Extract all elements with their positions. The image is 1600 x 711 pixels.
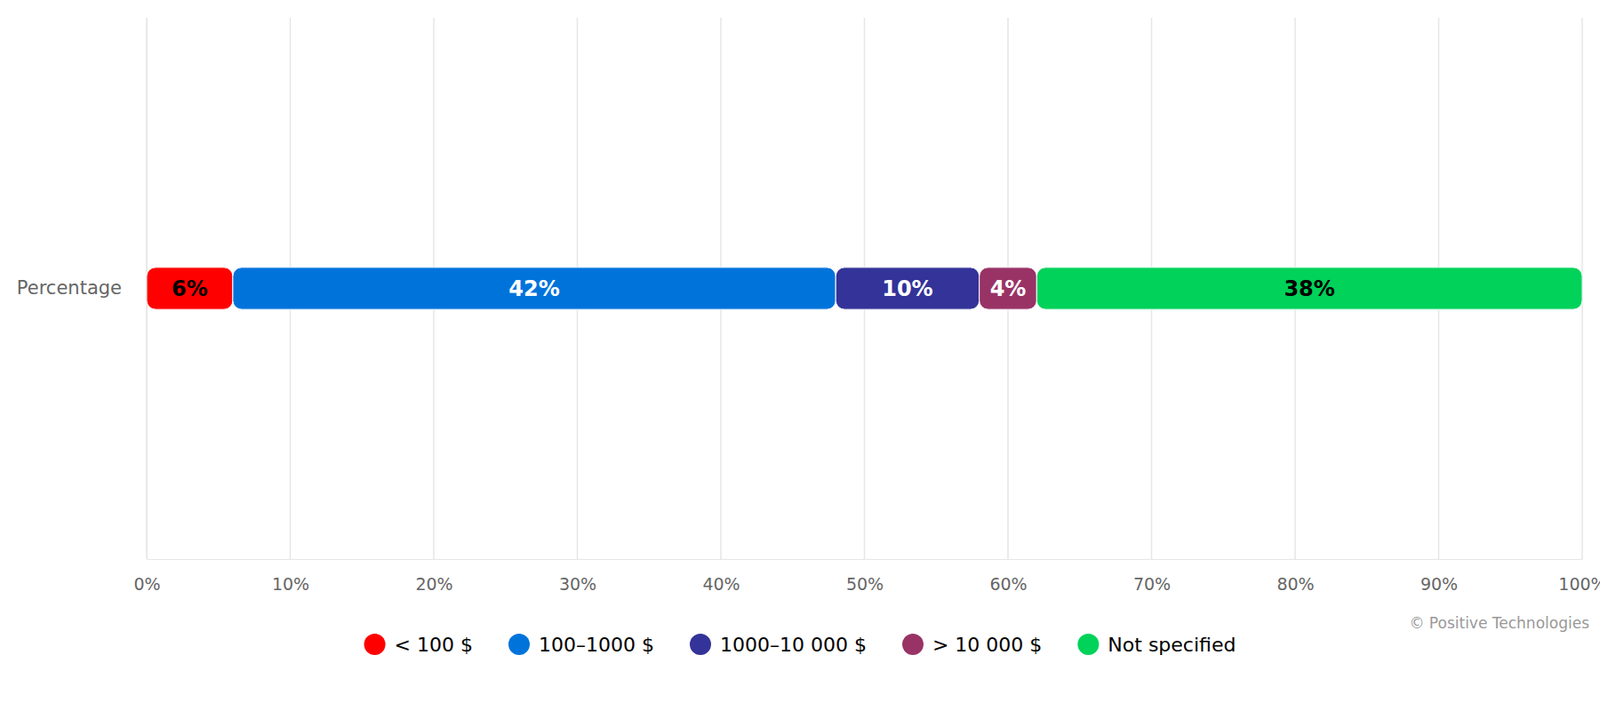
x-tick: 20% <box>415 559 453 594</box>
x-tick-label: 0% <box>133 574 160 594</box>
legend-label: < 100 $ <box>394 633 473 656</box>
legend-item: 100–1000 $ <box>508 633 655 656</box>
x-tick-label: 10% <box>272 574 310 594</box>
x-tick: 50% <box>846 559 884 594</box>
x-tick-label: 50% <box>846 574 884 594</box>
x-tick-label: 20% <box>415 574 453 594</box>
legend-symbol <box>364 633 386 656</box>
x-tick: 90% <box>1420 559 1458 594</box>
legend-item: 1000–10 000 $ <box>689 633 867 656</box>
x-tick: 80% <box>1276 559 1314 594</box>
x-tick-label: 60% <box>989 574 1027 594</box>
data-labels: 6% 42% 10% 4% 38% <box>171 276 1336 302</box>
data-label: 10% <box>881 276 933 302</box>
data-label: 6% <box>171 276 208 302</box>
bar-segment <box>232 267 836 310</box>
x-tick: 40% <box>702 559 740 594</box>
x-tick: 30% <box>559 559 597 594</box>
legend-symbol <box>1077 633 1099 656</box>
legend-item: > 10 000 $ <box>902 633 1042 656</box>
bar-segment <box>979 267 1038 310</box>
legend-label: Not specified <box>1107 633 1236 656</box>
y-tick-label: Percentage <box>16 277 122 299</box>
legend-label: 100–1000 $ <box>538 633 655 656</box>
chart: 0% 10% 20% 30% 40% 50% 60% 70% 80% 90% 100% Percent… <box>0 0 1600 711</box>
y-tick: Percentage <box>16 277 147 299</box>
x-tick: 100% <box>1558 559 1600 594</box>
legend: < 100 $ 100–1000 $ 1000–10 000 $ > 10 000 $… <box>364 633 1237 656</box>
x-tick: 60% <box>989 559 1027 594</box>
legend-symbol <box>902 633 924 656</box>
credit: © Positive Technologies <box>1408 614 1590 632</box>
x-tick-label: 90% <box>1420 574 1458 594</box>
legend-item: Not specified <box>1077 633 1236 656</box>
x-tick: 70% <box>1133 559 1171 594</box>
plot-area: 0% 10% 20% 30% 40% 50% 60% 70% 80% 90% 100% Percent… <box>16 17 1600 594</box>
bar-segment <box>1036 267 1583 310</box>
x-tick-label: 100% <box>1558 574 1600 594</box>
x-tick-label: 40% <box>702 574 740 594</box>
x-tick-label: 30% <box>559 574 597 594</box>
data-label: 42% <box>508 276 560 302</box>
legend-item: < 100 $ <box>364 633 473 656</box>
grid <box>146 17 1583 560</box>
bar-segment <box>146 267 233 310</box>
data-label: 38% <box>1283 276 1335 302</box>
y-axis: Percentage <box>16 18 148 560</box>
data-label: 4% <box>990 276 1027 302</box>
x-axis: 0% 10% 20% 30% 40% 50% 60% 70% 80% 90% 100% <box>133 559 1600 594</box>
legend-symbol <box>508 633 530 656</box>
x-axis-line <box>147 559 1584 560</box>
bar-segment <box>835 267 979 310</box>
legend-label: 1000–10 000 $ <box>720 633 867 656</box>
x-tick-label: 70% <box>1133 574 1171 594</box>
bars <box>146 267 1583 310</box>
x-tick: 10% <box>272 559 310 594</box>
legend-label: > 10 000 $ <box>932 633 1042 656</box>
legend-symbol <box>689 633 712 656</box>
x-tick: 0% <box>133 559 160 594</box>
x-tick-label: 80% <box>1276 574 1314 594</box>
